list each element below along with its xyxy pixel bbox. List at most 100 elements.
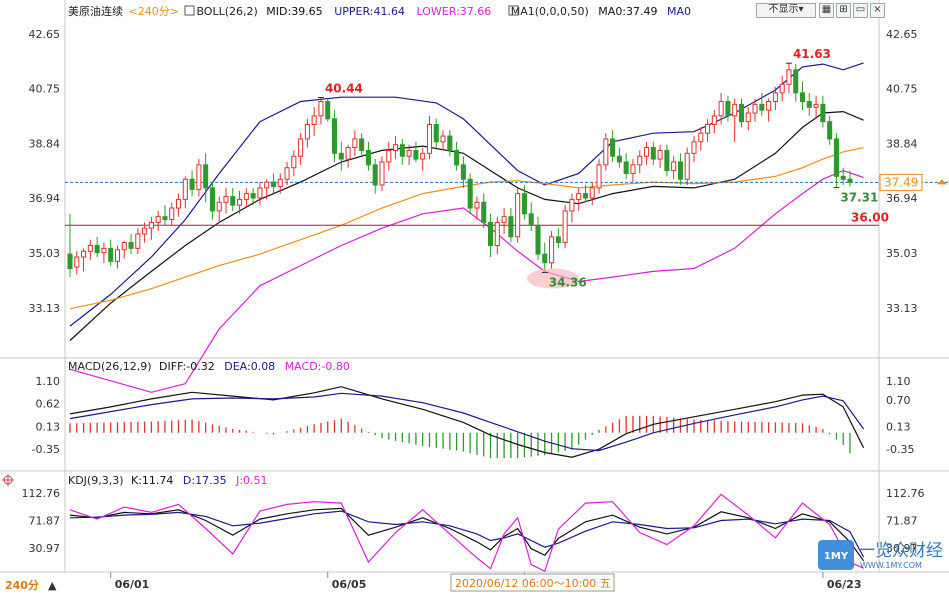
price-tick-left-4: 35.03 [29,247,61,260]
high-label-2: 41.63 [793,47,831,61]
indicator-minimize-button[interactable]: ▭ [853,3,868,18]
candle-body [745,112,751,123]
period-label[interactable]: <240分> [129,5,179,18]
candle-body [169,207,175,221]
candle-body [74,256,80,268]
candle-body [426,124,433,154]
candle-body [284,167,290,180]
candle-body [94,244,100,254]
candle-body [237,198,243,206]
boll-upper-value: UPPER:41.64 [334,5,405,18]
svg-text:WWW.1MY.COM: WWW.1MY.COM [860,561,922,570]
crosshair-time-box [450,573,615,592]
macd-tick-right-0: 1.10 [886,375,911,388]
candle-body [87,244,93,252]
candle-body [657,149,663,160]
candle-body [67,253,73,270]
candle-body [81,250,87,258]
kdj-tick-right-2: 30.97 [886,542,918,555]
candle-body [264,181,270,189]
candle-body [616,155,622,163]
kdj-settings-icon[interactable] [2,474,14,486]
kdj-label: KDJ(9,3,3) [68,474,124,487]
instrument-name: 美原油连续 [68,4,123,18]
candle-body [148,221,154,229]
price-candles [67,63,853,278]
candle-body [684,152,690,180]
candle-body [325,101,331,120]
boll-mid-value: MID:39.65 [266,5,322,18]
macd-dea-line [69,392,865,452]
candle-body [250,193,256,199]
candle-body [101,247,107,254]
candle-body [820,103,826,123]
price-tick-left-5: 33.13 [29,302,61,315]
candle-body [359,138,365,151]
boll-toggle-box[interactable] [184,5,195,16]
candle-body [589,187,595,199]
candle-body [352,138,358,149]
candle-body [677,161,683,180]
watermark-logo: 1MY 一览众财经 WWW.1MY.COM [818,540,943,570]
macd-dea-value: DEA:0.08 [224,360,275,373]
boll-lower-value: LOWER:37.66 [416,5,491,18]
indicator-close-button[interactable]: × [870,3,885,18]
candle-body [725,101,731,117]
candle-body [610,138,616,157]
candle-body [793,69,799,94]
price-tick-right-4: 35.03 [886,247,918,260]
macd-tick-right-2: 0.13 [886,421,911,434]
candle-body [569,198,575,212]
kdj-tick-right-0: 112.76 [886,487,925,500]
candle-body [420,152,426,160]
candle-body [786,69,792,85]
indicator-settings-button[interactable]: ▦ [819,3,834,18]
candle-body [705,124,711,134]
x-tick-06/01: 06/01 [115,578,150,591]
candle-body [311,115,317,126]
price-tick-left-2: 38.84 [29,138,61,151]
last-price-arrow-icon [937,179,947,185]
candle-body [562,210,568,244]
period-badge-bg [0,573,65,595]
price-tick-left-1: 40.75 [29,83,61,96]
candle-body [847,178,853,183]
candle-body [528,213,534,226]
kdj-tick-left-0: 112.76 [22,487,61,500]
candle-body [494,221,500,246]
period-dropdown-icon[interactable]: ▲ [48,579,57,592]
candle-body [196,164,202,190]
kdj-d-value: D:17.35 [183,474,227,487]
candle-body [501,216,507,223]
macd-tick-right-3: -0.35 [886,443,914,456]
candle-body [406,149,412,157]
price-axis-ticks: 42.65 40.75 38.84 36.94 35.03 33.13 42.65 40.75… [29,28,918,315]
price-annotations: 40.44 41.63 34.36 37.31 36.00 37.49 [317,47,947,290]
candle-body [555,236,561,244]
candle-body [216,201,222,212]
candle-body [128,242,134,249]
price-tick-right-0: 42.65 [886,28,918,41]
kdj-plot [69,493,865,573]
macd-header: MACD(26,12,9) DIFF:-0.32 DEA:0.08 MACD:-… [68,360,350,373]
candle-body [582,193,589,199]
candle-body [304,124,310,140]
price-tick-right-5: 33.13 [886,302,918,315]
candle-body [643,147,650,157]
candle-body [474,201,480,209]
kdj-j-line [69,493,864,573]
candle-body [162,216,168,221]
ma-toggle-box[interactable] [508,5,519,16]
candle-body [603,138,609,166]
hide-indicator-dropdown[interactable]: 不显示▾ [756,3,816,18]
candle-body [135,233,141,249]
period-badge[interactable]: 240分 [5,578,39,592]
candle-body [766,101,772,111]
candle-body [698,132,704,143]
kdj-d-line [69,510,865,558]
macd-axis-ticks: 1.10 0.62 0.13 -0.35 1.10 0.70 0.13 -0.35 [32,375,915,456]
price-tick-right-3: 36.94 [886,192,918,205]
indicator-add-button[interactable]: ⊞ [836,3,851,18]
